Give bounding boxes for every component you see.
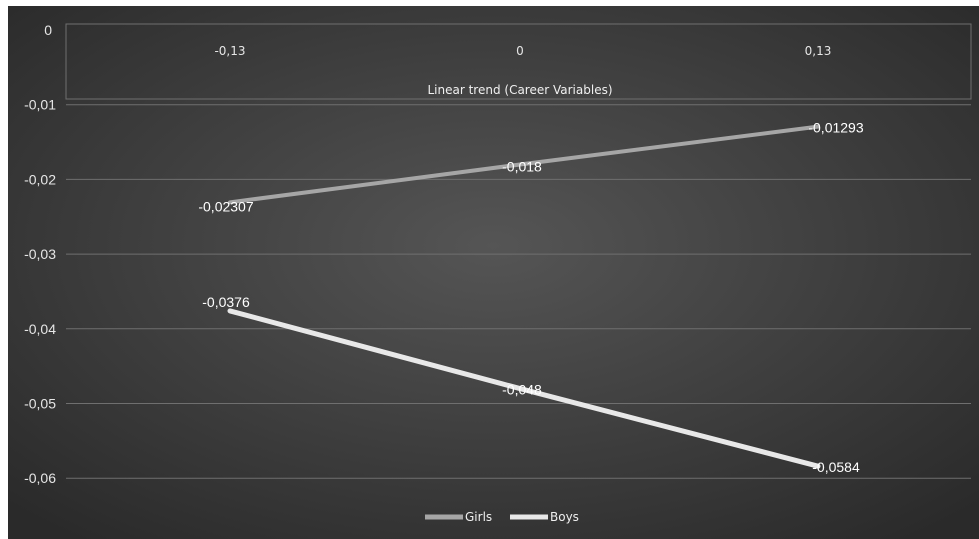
y-tick-label: -0,04 xyxy=(24,321,56,337)
x-axis-title: Linear trend (Career Variables) xyxy=(427,83,612,97)
gridlines xyxy=(66,104,971,479)
x-axis-box xyxy=(65,23,972,100)
data-label: -0,01293 xyxy=(808,120,863,136)
data-label: -0,018 xyxy=(502,158,542,174)
x-tick-label: 0 xyxy=(516,44,524,58)
y-tick-label: -0,05 xyxy=(24,396,56,412)
x-axis-ticks: -0,13 0 0,13 xyxy=(214,44,831,58)
y-tick-label: -0,06 xyxy=(24,470,56,486)
x-tick-label: -0,13 xyxy=(214,44,245,58)
legend-label: Boys xyxy=(550,510,579,524)
y-tick-label: 0 xyxy=(44,22,52,38)
data-label: -0,0584 xyxy=(812,459,860,475)
y-tick-label: -0,02 xyxy=(24,171,56,187)
y-tick-label: -0,01 xyxy=(24,97,56,113)
legend-label: Girls xyxy=(465,510,492,524)
series-line-boys xyxy=(227,308,821,469)
chart-background xyxy=(8,6,979,539)
x-tick-label: 0,13 xyxy=(805,44,832,58)
data-label: -0,048 xyxy=(502,382,542,398)
y-axis-ticks: 0 -0,01 -0,02 -0,03 -0,04 -0,05 -0,06 xyxy=(24,22,56,486)
data-label: -0,02307 xyxy=(198,198,253,214)
series-lines xyxy=(227,124,821,469)
x-axis-frame xyxy=(65,23,972,100)
data-labels: -0,02307 -0,018 -0,01293 -0,0376 -0,048 -0,05… xyxy=(198,120,863,476)
series-line-girls xyxy=(228,124,820,205)
y-tick-label: -0,03 xyxy=(24,246,56,262)
legend: Girls Boys xyxy=(425,510,579,524)
data-label: -0,0376 xyxy=(202,294,250,310)
